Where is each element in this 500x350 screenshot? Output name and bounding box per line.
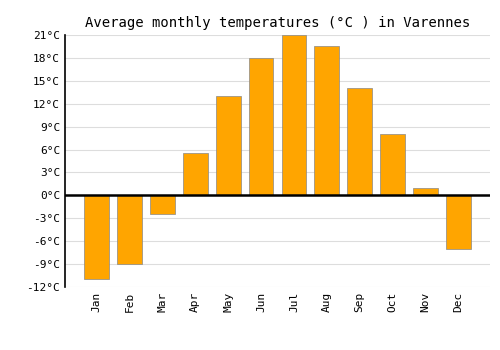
Bar <box>413 188 438 195</box>
Bar <box>314 47 339 195</box>
Bar <box>380 134 405 195</box>
Bar <box>446 195 470 249</box>
Bar <box>84 195 109 279</box>
Title: Average monthly temperatures (°C ) in Varennes: Average monthly temperatures (°C ) in Va… <box>85 16 470 30</box>
Bar <box>348 89 372 195</box>
Bar <box>248 58 274 195</box>
Bar <box>216 96 240 195</box>
Bar <box>117 195 142 264</box>
Bar <box>183 153 208 195</box>
Bar <box>282 35 306 195</box>
Bar <box>150 195 174 215</box>
